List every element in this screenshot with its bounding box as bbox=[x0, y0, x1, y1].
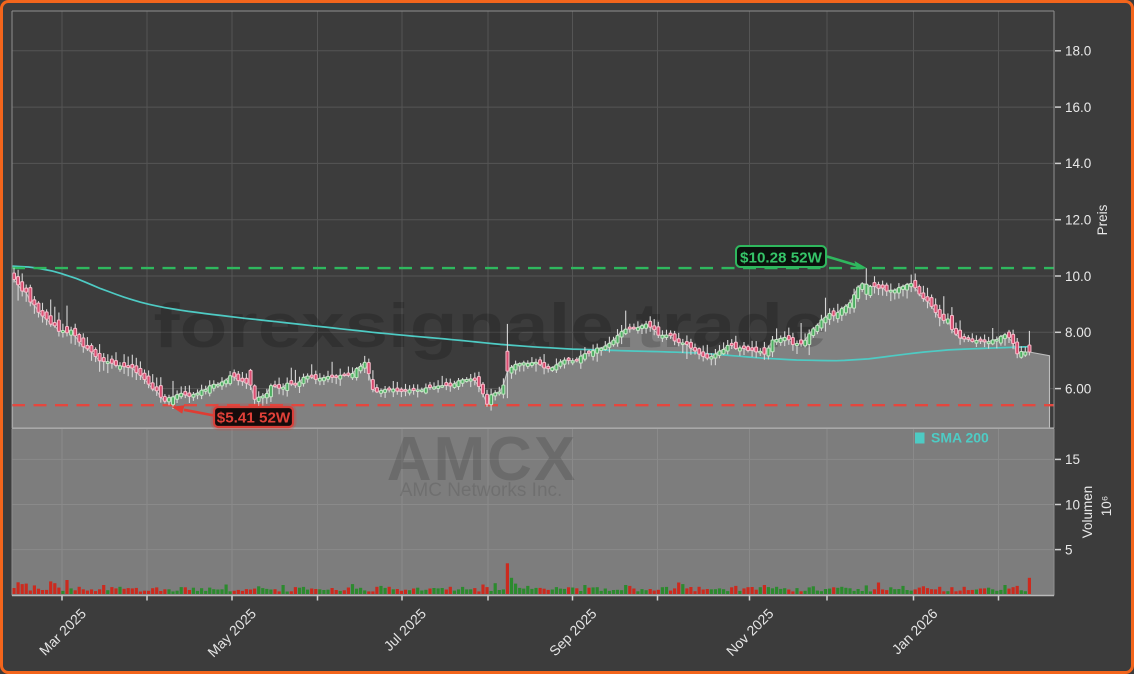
svg-text:Volumen: Volumen bbox=[1080, 486, 1095, 539]
svg-text:5: 5 bbox=[1065, 542, 1073, 557]
svg-text:SMA 200: SMA 200 bbox=[931, 430, 989, 446]
svg-text:10.0: 10.0 bbox=[1065, 269, 1091, 284]
svg-text:6.00: 6.00 bbox=[1065, 381, 1091, 396]
svg-text:$10.28 52W: $10.28 52W bbox=[740, 249, 823, 266]
svg-text:16.0: 16.0 bbox=[1065, 100, 1091, 115]
svg-text:forexsignale.trade: forexsignale.trade bbox=[154, 291, 827, 360]
svg-text:Preis: Preis bbox=[1095, 204, 1110, 235]
svg-text:14.0: 14.0 bbox=[1065, 156, 1091, 171]
svg-text:18.0: 18.0 bbox=[1065, 44, 1091, 59]
svg-text:10⁶: 10⁶ bbox=[1099, 496, 1114, 517]
svg-text:15: 15 bbox=[1065, 452, 1080, 467]
svg-text:AMC Networks Inc.: AMC Networks Inc. bbox=[400, 480, 563, 501]
svg-text:8.00: 8.00 bbox=[1065, 325, 1091, 340]
svg-text:10: 10 bbox=[1065, 497, 1080, 512]
svg-text:AMCX: AMCX bbox=[387, 425, 578, 494]
svg-text:12.0: 12.0 bbox=[1065, 213, 1091, 228]
svg-text:$5.41 52W: $5.41 52W bbox=[217, 409, 291, 426]
